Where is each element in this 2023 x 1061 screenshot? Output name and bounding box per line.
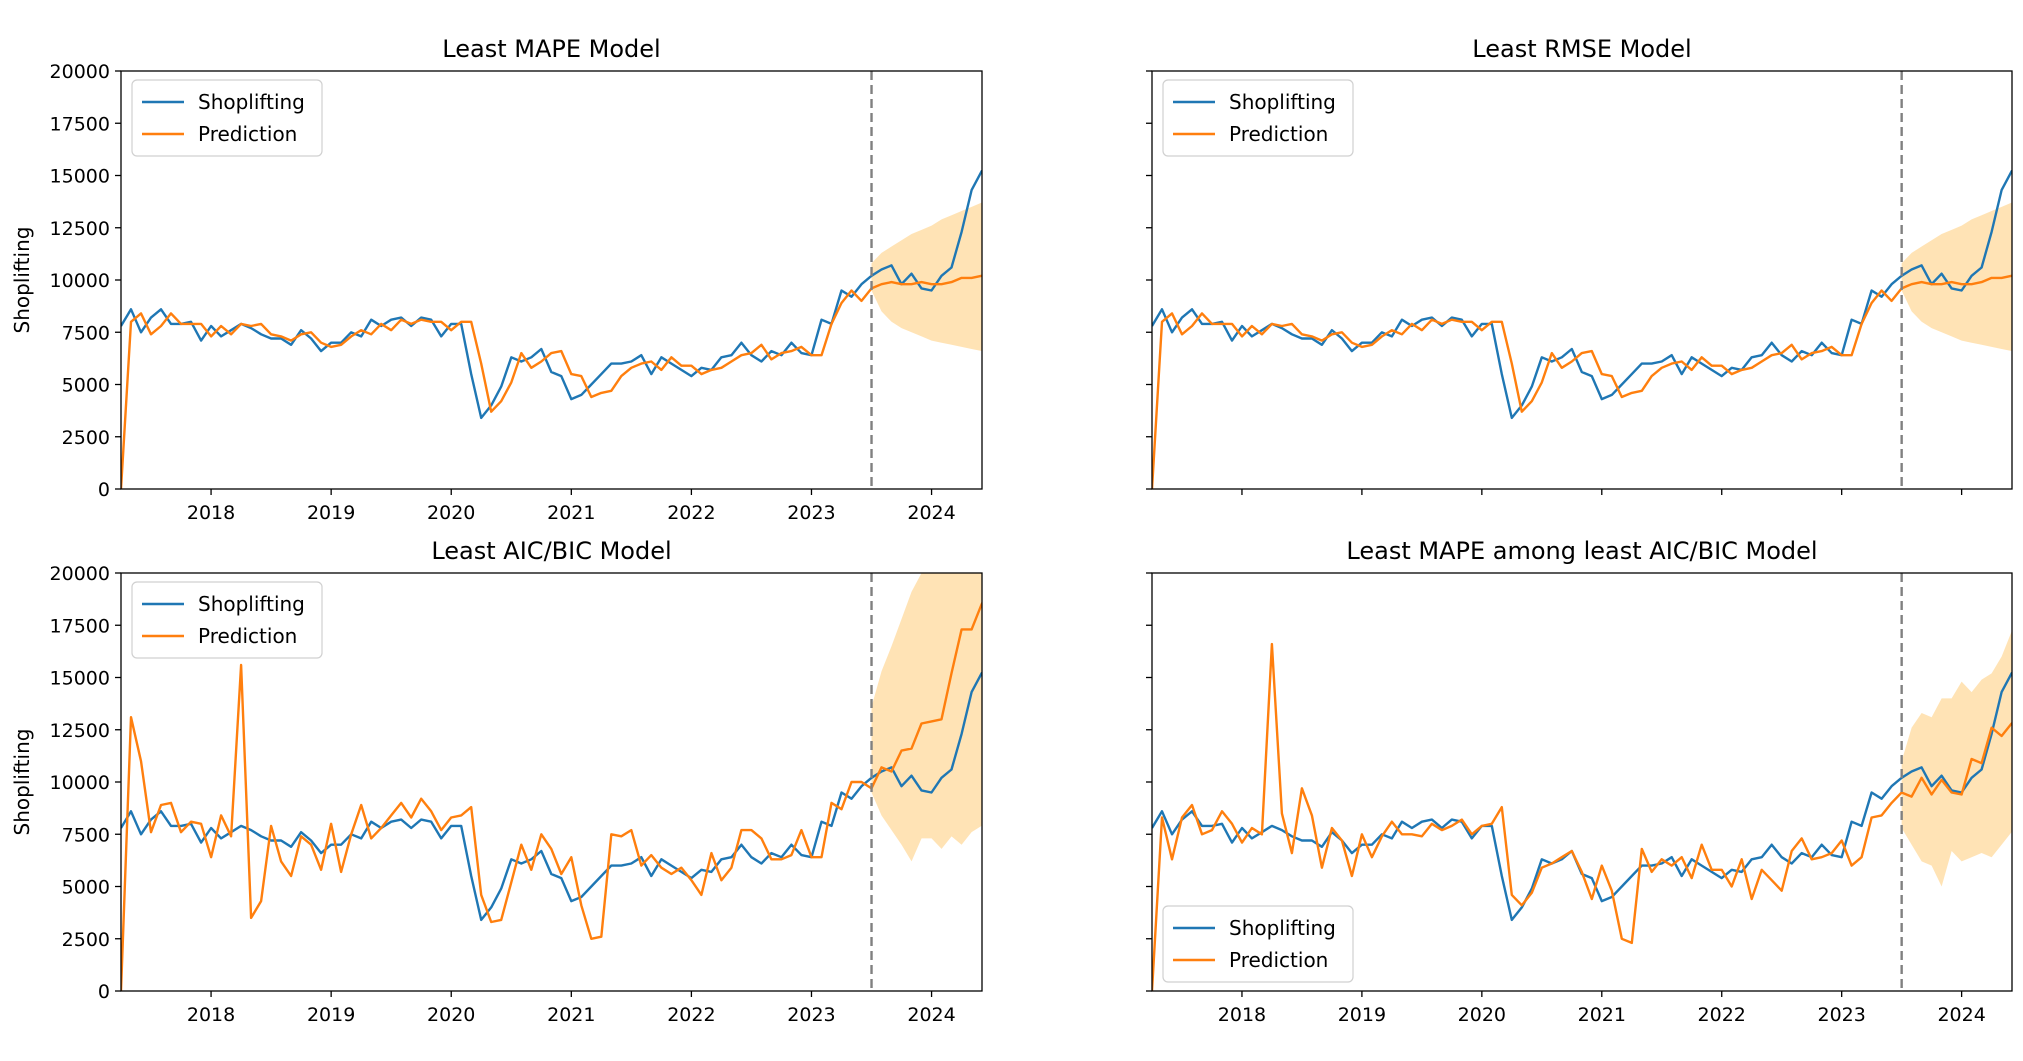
shoplifting-line [121,672,982,922]
prediction-interval-band [1901,202,2012,352]
x-tick-label: 2024 [1937,1004,1985,1026]
y-tick-label: 2500 [62,427,110,449]
y-tick-label: 10000 [50,270,110,292]
legend-label: Prediction [1229,122,1328,146]
chart-panel-1: Least MAPE Model 0 2500 5000 7500 10000 12500 1… [10,35,983,524]
y-tick-label: 0 [98,981,110,1003]
prediction-line [1152,642,2012,991]
x-tick-label: 2020 [1458,1004,1506,1026]
y-tick-label: 2500 [62,929,110,951]
plot-area [121,573,982,991]
x-tick-label: 2021 [1578,1004,1626,1026]
x-tick-label: 2018 [187,502,235,524]
legend-label: Shoplifting [1229,90,1336,114]
legend-label: Shoplifting [198,90,305,114]
legend-label: Prediction [198,122,297,146]
y-tick-label: 20000 [50,563,110,585]
legend-box [131,79,323,157]
prediction-line [121,600,982,991]
y-tick-label: 12500 [50,218,110,240]
x-tick-label: 2022 [667,1004,715,1026]
legend: Shoplifting Prediction [1162,79,1354,157]
x-tick-label: 2023 [787,502,835,524]
chart-panel-4: Least MAPE among least AIC/BIC Model 2018… [1146,537,2013,1026]
prediction-line [121,274,982,489]
shoplifting-line [1152,170,2012,420]
shoplifting-line [121,170,982,420]
plot-area [1152,170,2012,489]
x-tick-label: 2024 [907,1004,955,1026]
y-tick-label: 0 [98,479,110,501]
shoplifting-line [1152,672,2012,922]
y-tick-label: 10000 [50,772,110,794]
y-tick-label: 17500 [50,615,110,637]
prediction-interval-band [1901,630,2012,887]
x-tick-label: 2018 [187,1004,235,1026]
x-tick-label: 2020 [427,502,475,524]
prediction-interval-band [871,202,982,352]
legend-box [131,581,323,659]
x-tick-label: 2018 [1218,1004,1266,1026]
y-axis-label: Shoplifting [10,227,34,334]
chart-title: Least MAPE among least AIC/BIC Model [1346,537,1817,565]
y-tick-label: 5000 [62,877,110,899]
y-tick-label: 7500 [62,322,110,344]
legend-label: Shoplifting [198,592,305,616]
y-axis-label: Shoplifting [10,729,34,836]
chart-title: Least RMSE Model [1472,35,1691,63]
prediction-interval-band [871,573,982,862]
x-tick-label: 2019 [307,502,355,524]
legend-label: Prediction [198,624,297,648]
x-tick-label: 2021 [547,502,595,524]
legend-label: Shoplifting [1229,916,1336,940]
y-tick-label: 17500 [50,113,110,135]
y-tick-label: 7500 [62,824,110,846]
chart-panel-3: Least AIC/BIC Model 0 2500 5000 7500 10000 125… [10,537,983,1026]
chart-title: Least MAPE Model [442,35,660,63]
x-tick-label: 2022 [1698,1004,1746,1026]
y-tick-label: 15000 [50,166,110,188]
chart-panel-2: Least RMSE Model Shoplifting Prediction [1146,35,2013,495]
legend: Shoplifting Prediction [1162,905,1354,983]
x-tick-label: 2021 [547,1004,595,1026]
x-tick-label: 2019 [307,1004,355,1026]
y-tick-label: 15000 [50,668,110,690]
x-tick-label: 2022 [667,502,715,524]
x-tick-label: 2024 [907,502,955,524]
y-tick-label: 20000 [50,61,110,83]
plot-area [121,170,982,489]
x-tick-label: 2020 [427,1004,475,1026]
plot-area [1152,630,2012,991]
prediction-line [1152,274,2012,489]
x-tick-label: 2019 [1338,1004,1386,1026]
y-tick-label: 5000 [62,375,110,397]
y-tick-label: 12500 [50,720,110,742]
legend: Shoplifting Prediction [131,79,323,157]
legend-box [1162,905,1354,983]
legend-box [1162,79,1354,157]
legend: Shoplifting Prediction [131,581,323,659]
x-tick-label: 2023 [787,1004,835,1026]
x-tick-label: 2023 [1817,1004,1865,1026]
legend-label: Prediction [1229,948,1328,972]
chart-title: Least AIC/BIC Model [431,537,671,565]
